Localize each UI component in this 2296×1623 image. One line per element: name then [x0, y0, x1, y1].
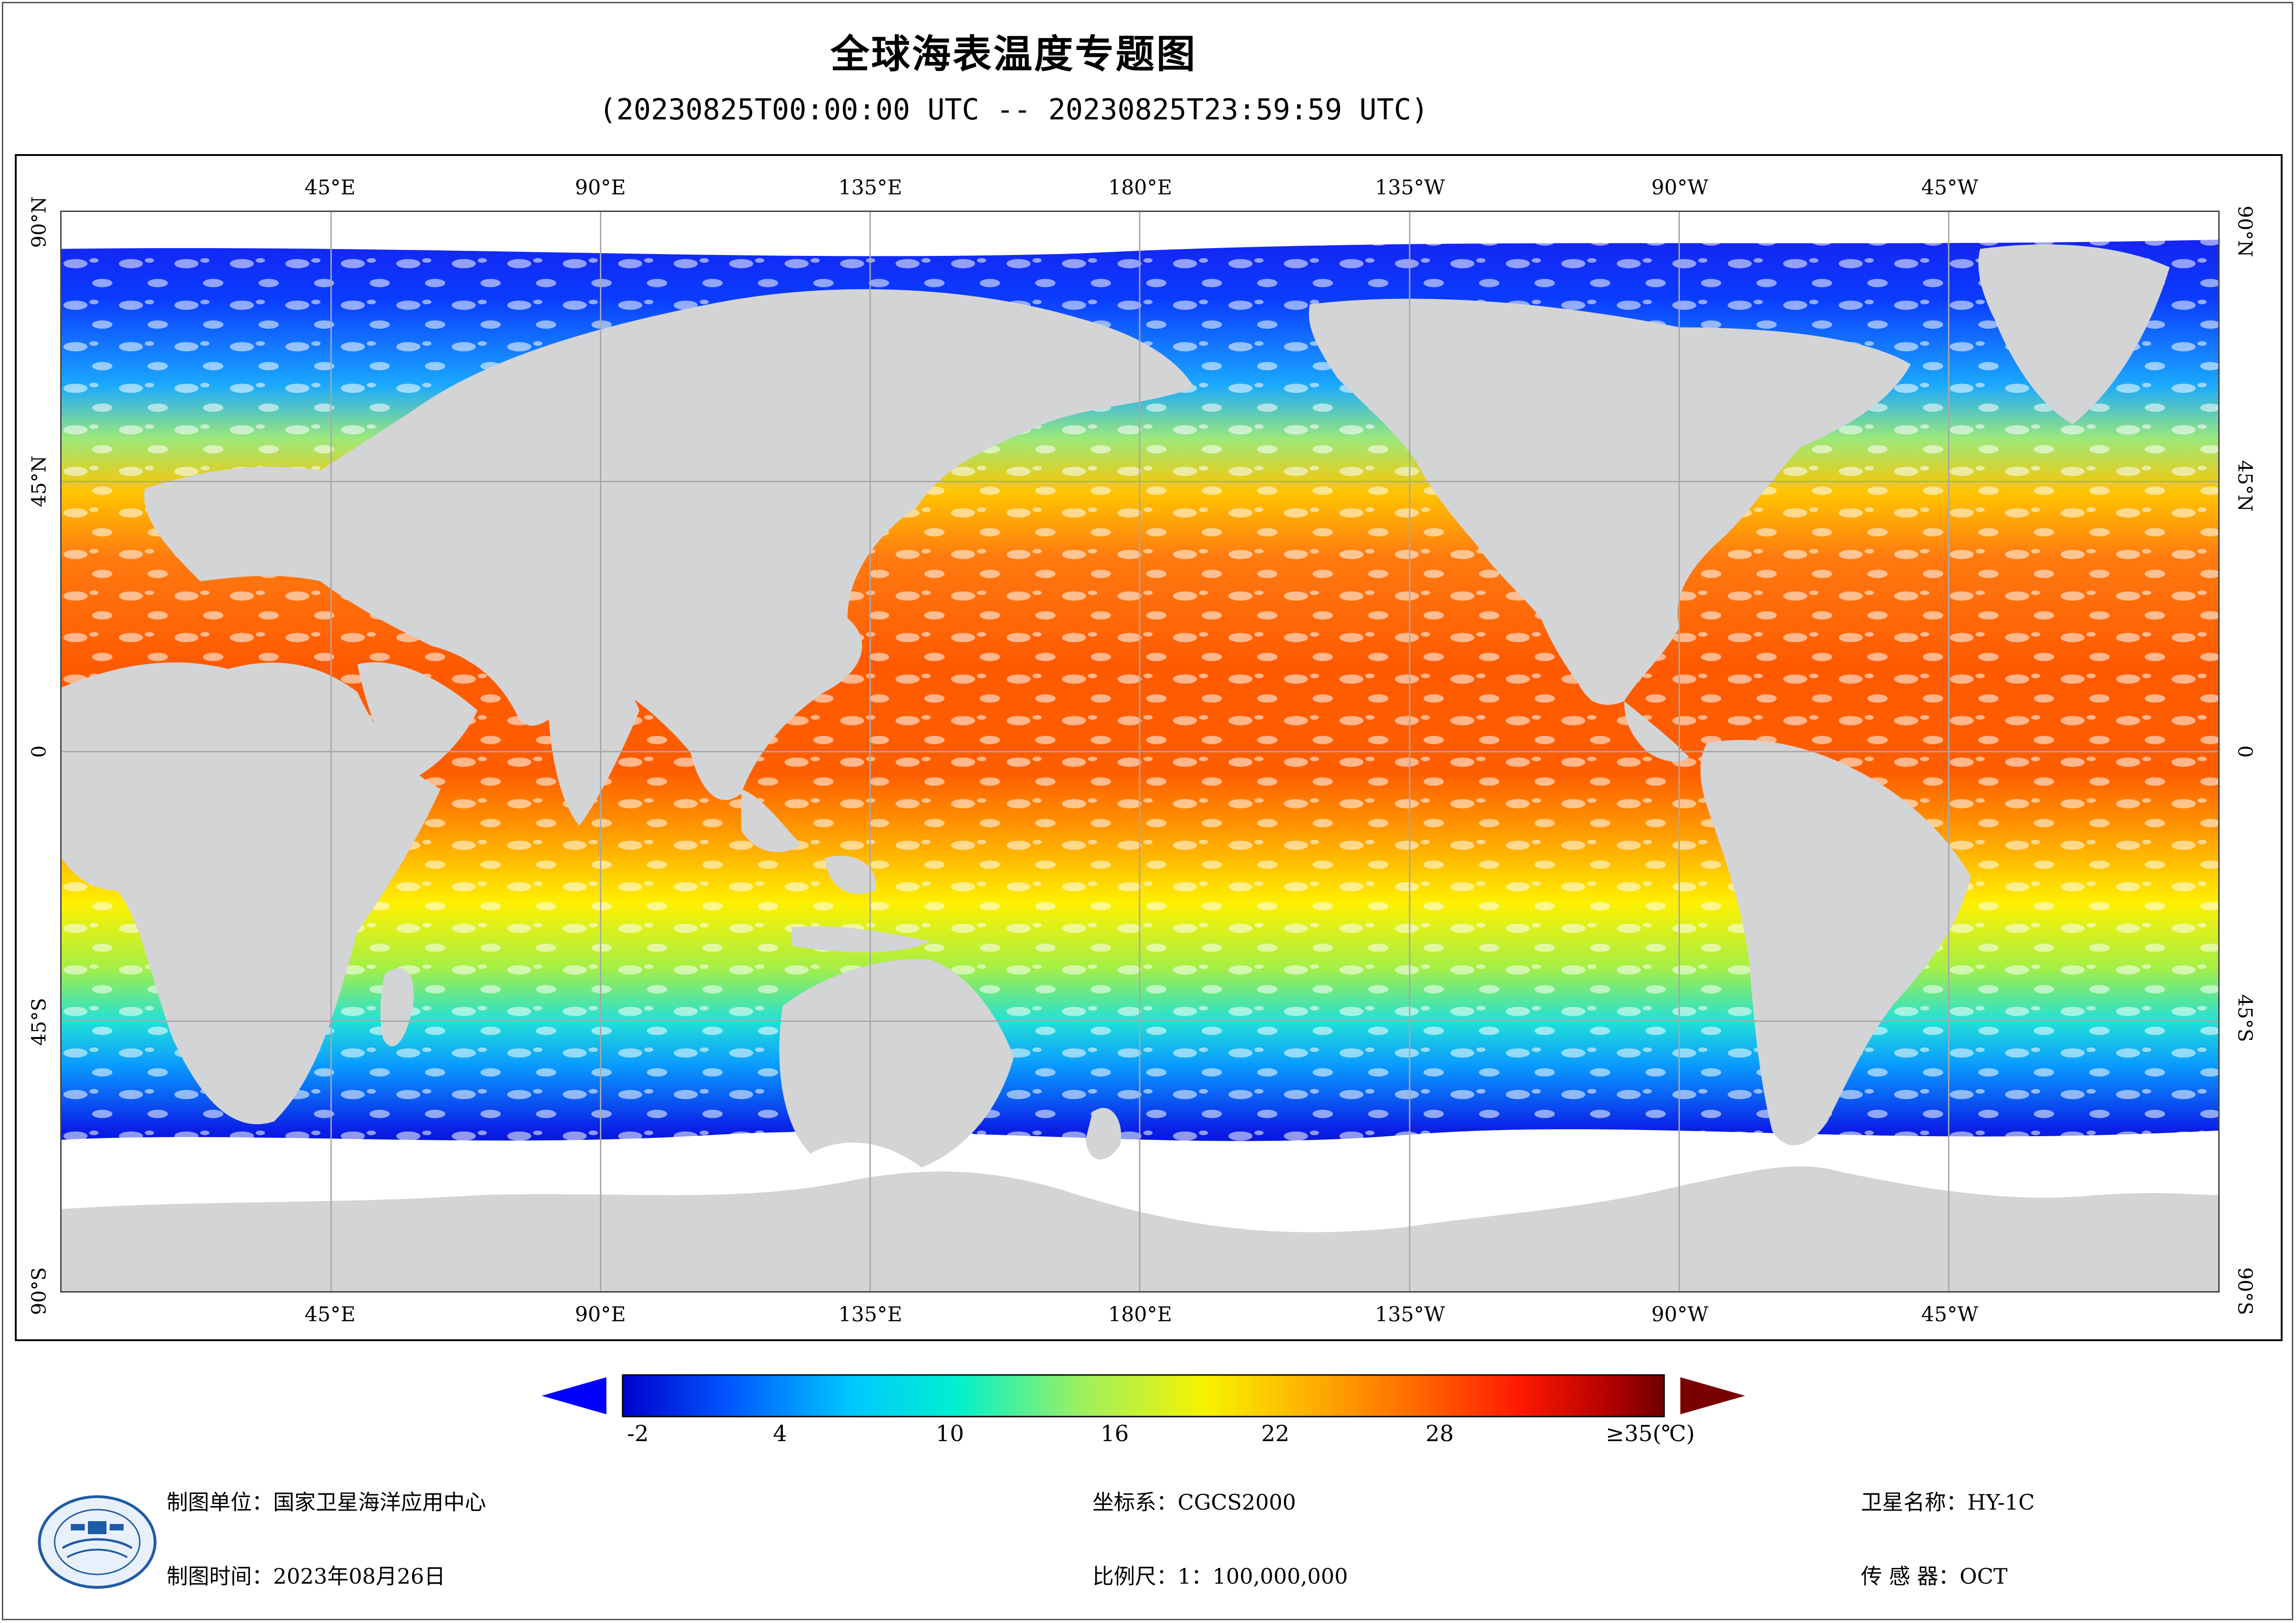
footer-time-value: 2023年08月26日 [273, 1564, 446, 1589]
footer-sensor: 传 感 器：OCT [1861, 1560, 2008, 1590]
lat-label-left-45n: 45°N [27, 455, 50, 507]
footer-satellite-label: 卫星名称： [1861, 1490, 1967, 1515]
colorbar-svg [542, 1374, 1745, 1418]
colorbar-tick-10: 10 [936, 1421, 964, 1447]
lon-label-top-135w: 135°W [1375, 176, 1445, 199]
lon-label-bottom-135w: 135°W [1375, 1303, 1445, 1326]
footer-time-label: 制图时间： [167, 1564, 273, 1589]
colorbar-tick-16: 16 [1100, 1421, 1129, 1447]
footer-satellite: 卫星名称：HY-1C [1861, 1486, 2034, 1516]
lon-label-bottom-180e: 180°E [1108, 1303, 1173, 1326]
colorbar-tick-minus2: -2 [627, 1421, 649, 1447]
colorbar-tick-22: 22 [1261, 1421, 1290, 1447]
colorbar-gradient [622, 1374, 1665, 1418]
lon-label-bottom-90e: 90°E [574, 1303, 626, 1326]
footer-unit-value: 国家卫星海洋应用中心 [273, 1490, 486, 1515]
map-title: 全球海表温度专题图 [830, 31, 1197, 77]
footer-scale-value: 1：100,000,000 [1178, 1564, 1348, 1589]
lat-label-right-0: 0 [2234, 745, 2257, 758]
footer-crs-label: 坐标系： [1092, 1490, 1178, 1515]
footer-satellite-value: HY-1C [1967, 1490, 2035, 1515]
lat-label-left-90n: 90°N [27, 196, 50, 248]
colorbar-under-arrow [542, 1377, 606, 1414]
lon-label-top-45w: 45°W [1921, 176, 1978, 199]
lat-label-right-45n: 45°N [2234, 460, 2257, 512]
lat-label-left-45s: 45°S [27, 998, 50, 1046]
lat-label-right-45s: 45°S [2234, 994, 2257, 1042]
lon-label-bottom-135e: 135°E [838, 1303, 903, 1326]
lat-label-left-0: 0 [27, 745, 50, 758]
footer-scale: 比例尺：1：100,000,000 [1092, 1560, 1348, 1590]
colorbar-tick-35: ≥35(℃) [1605, 1421, 1695, 1447]
colorbar-over-arrow [1680, 1377, 1745, 1414]
graticule [62, 212, 2218, 1291]
colorbar-tick-28: 28 [1425, 1421, 1454, 1447]
lon-label-bottom-45w: 45°W [1921, 1303, 1978, 1326]
colorbar [542, 1373, 1745, 1419]
lon-label-top-90e: 90°E [574, 176, 626, 199]
lat-label-right-90n: 90°N [2234, 205, 2257, 257]
sst-map-svg [62, 212, 2218, 1291]
lon-label-bottom-45e: 45°E [304, 1303, 356, 1326]
footer-time: 制图时间：2023年08月26日 [167, 1560, 445, 1590]
footer-crs-value: CGCS2000 [1178, 1490, 1296, 1515]
map-frame [15, 154, 2283, 1341]
nsoas-logo-icon [35, 1492, 160, 1592]
map-subtitle: (20230825T00:00:00 UTC -- 20230825T23:59… [599, 93, 1429, 126]
colorbar-tick-4: 4 [773, 1421, 787, 1447]
footer-crs: 坐标系：CGCS2000 [1092, 1486, 1296, 1516]
footer-scale-label: 比例尺： [1092, 1564, 1178, 1589]
lon-label-bottom-90w: 90°W [1651, 1303, 1709, 1326]
footer-unit-label: 制图单位： [167, 1490, 273, 1515]
footer-sensor-label: 传 感 器： [1861, 1564, 1960, 1589]
lon-label-top-90w: 90°W [1651, 176, 1709, 199]
lon-label-top-180e: 180°E [1108, 176, 1173, 199]
lon-label-top-45e: 45°E [304, 176, 356, 199]
lat-label-right-90s: 90°S [2234, 1267, 2257, 1315]
footer-sensor-value: OCT [1959, 1564, 2008, 1589]
lat-label-left-90s: 90°S [27, 1267, 50, 1315]
lon-label-top-135e: 135°E [838, 176, 903, 199]
sst-map [60, 211, 2220, 1293]
footer-unit: 制图单位：国家卫星海洋应用中心 [167, 1486, 486, 1516]
